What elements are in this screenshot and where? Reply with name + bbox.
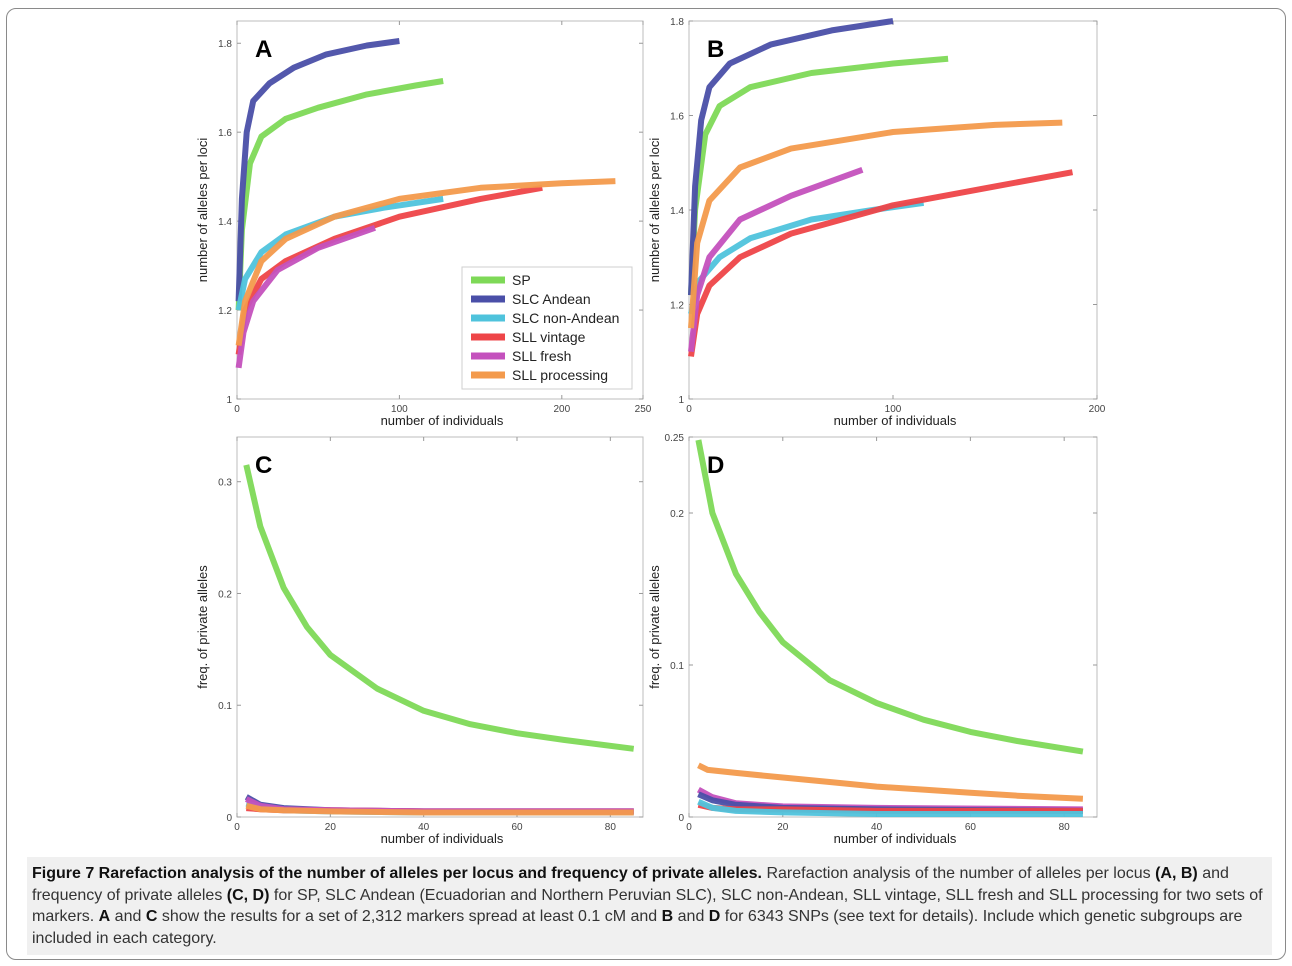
y-axis-label-a: number of alleles per loci: [195, 138, 210, 283]
legend-label-slc-andean: SLC Andean: [512, 291, 591, 307]
caption-bold-1: (A, B): [1155, 865, 1198, 882]
series-line-sp: [243, 464, 635, 752]
series-line-sll-vintage: [688, 169, 1074, 357]
y-tick-label: 0.1: [218, 701, 232, 712]
legend-label-sll-fresh: SLL fresh: [512, 348, 571, 364]
x-tick-label: 0: [234, 404, 240, 415]
y-tick-label: 0.2: [218, 589, 232, 600]
caption-text-6: and: [673, 908, 709, 925]
x-tick-label: 40: [871, 822, 883, 833]
panel-label-a: A: [255, 36, 272, 63]
y-tick-label: 0.1: [670, 661, 684, 672]
y-axis-label-c: freq. of private alleles: [195, 565, 210, 689]
x-axis-label-d: number of individuals: [834, 831, 957, 846]
plot-area-d: [688, 436, 1098, 818]
y-tick-label: 0.25: [665, 433, 685, 444]
x-tick-label: 80: [605, 822, 617, 833]
y-tick-label: 1: [678, 395, 684, 406]
y-tick-label: 0: [678, 813, 684, 824]
series-line-sp: [695, 439, 1084, 755]
caption-text-5: show the results for a set of 2,312 mark…: [157, 908, 662, 925]
x-tick-label: 0: [686, 404, 692, 415]
y-tick-label: 0: [226, 813, 232, 824]
legend: SP SLC Andean SLC non-Andean SLL vintage SLL…: [461, 266, 633, 390]
series-line-sll-processing: [688, 119, 1063, 329]
series-line-slc-non-andean: [235, 195, 444, 311]
y-tick-label: 1.2: [218, 306, 232, 317]
y-axis-label-d: freq. of private alleles: [647, 565, 662, 689]
series-line-sll-processing: [697, 762, 1084, 802]
legend-box: [461, 266, 633, 390]
caption-text-1: Rarefaction analysis of the number of al…: [762, 865, 1156, 882]
caption-bold-3: A: [98, 908, 111, 925]
caption-bold-2: (C, D): [226, 886, 270, 904]
series-line-sll-processing: [235, 178, 616, 347]
caption-text-3: for SP, SLC Andean (Ecuadorian and North…: [32, 886, 1263, 926]
legend-label-sll-vintage: SLL vintage: [512, 329, 586, 345]
caption-bold-4: C: [145, 908, 158, 925]
x-tick-label: 80: [1059, 822, 1071, 833]
x-tick-label: 250: [635, 404, 652, 415]
x-tick-label: 20: [777, 822, 789, 833]
caption-text-4: and: [110, 908, 146, 925]
panel-d: 0 20 40 60 80 0 0.1 0.2 0.25 number of individual…: [647, 433, 1098, 846]
series-line-sll-processing: [245, 802, 634, 816]
x-axis-label-c: number of individuals: [381, 831, 504, 846]
x-tick-label: 100: [391, 404, 408, 415]
series-line-slc-non-andean: [697, 799, 1083, 817]
panel-label-c: C: [255, 452, 272, 479]
series-line-slc-andean: [235, 38, 400, 302]
legend-label-sp: SP: [512, 272, 531, 288]
y-tick-label: 0.3: [218, 478, 232, 489]
y-tick-label: 1.8: [218, 39, 232, 50]
y-tick-label: 0.2: [670, 509, 684, 520]
y-tick-label: 1.4: [218, 217, 232, 228]
series-line-slc-andean: [688, 18, 894, 296]
panel-a: 0 100 200 250 1 1.2 1.4 1.6 1.8 number of individ…: [195, 20, 652, 428]
x-tick-label: 60: [511, 822, 523, 833]
plot-area-c: [236, 436, 644, 818]
x-tick-label: 100: [885, 404, 902, 415]
y-axis-label-b: number of alleles per loci: [647, 138, 662, 283]
x-tick-label: 200: [1089, 404, 1106, 415]
figure-frame: 0 100 200 250 1 1.2 1.4 1.6 1.8 number of individ…: [6, 8, 1286, 960]
x-tick-label: 0: [234, 822, 240, 833]
y-tick-label: 1.8: [670, 17, 684, 28]
figure-caption: Figure 7 Rarefaction analysis of the num…: [27, 857, 1272, 955]
x-axis-label-a: number of individuals: [381, 413, 504, 428]
caption-text-2: and frequency of private alleles: [32, 865, 1229, 904]
legend-label-sll-processing: SLL processing: [512, 367, 608, 383]
caption-text-7: for 6343 SNPs (see text for details). In…: [32, 908, 1243, 947]
caption-bold-6: D: [708, 908, 721, 925]
x-tick-label: 0: [686, 822, 692, 833]
series-line-sll-fresh: [688, 166, 864, 353]
caption-bold-5: B: [661, 908, 674, 925]
panel-b: 0 100 200 1 1.2 1.4 1.6 1.8 number of individual…: [647, 17, 1106, 428]
panel-label-b: B: [707, 36, 724, 63]
x-tick-label: 40: [418, 822, 430, 833]
panel-label-d: D: [707, 452, 724, 479]
y-tick-label: 1.6: [670, 112, 684, 123]
y-tick-label: 1.4: [670, 206, 684, 217]
y-tick-label: 1: [226, 395, 232, 406]
y-tick-label: 1.2: [670, 301, 684, 312]
x-axis-label-b: number of individuals: [834, 413, 957, 428]
legend-label-slc-non-andean: SLC non-Andean: [512, 310, 619, 326]
caption-lead: Figure 7 Rarefaction analysis of the num…: [32, 865, 762, 882]
x-tick-label: 200: [553, 404, 570, 415]
y-tick-label: 1.6: [218, 128, 232, 139]
panel-c: 0 20 40 60 80 0 0.1 0.2 0.3 number of individuals…: [195, 436, 644, 846]
x-tick-label: 20: [325, 822, 337, 833]
x-tick-label: 60: [965, 822, 977, 833]
